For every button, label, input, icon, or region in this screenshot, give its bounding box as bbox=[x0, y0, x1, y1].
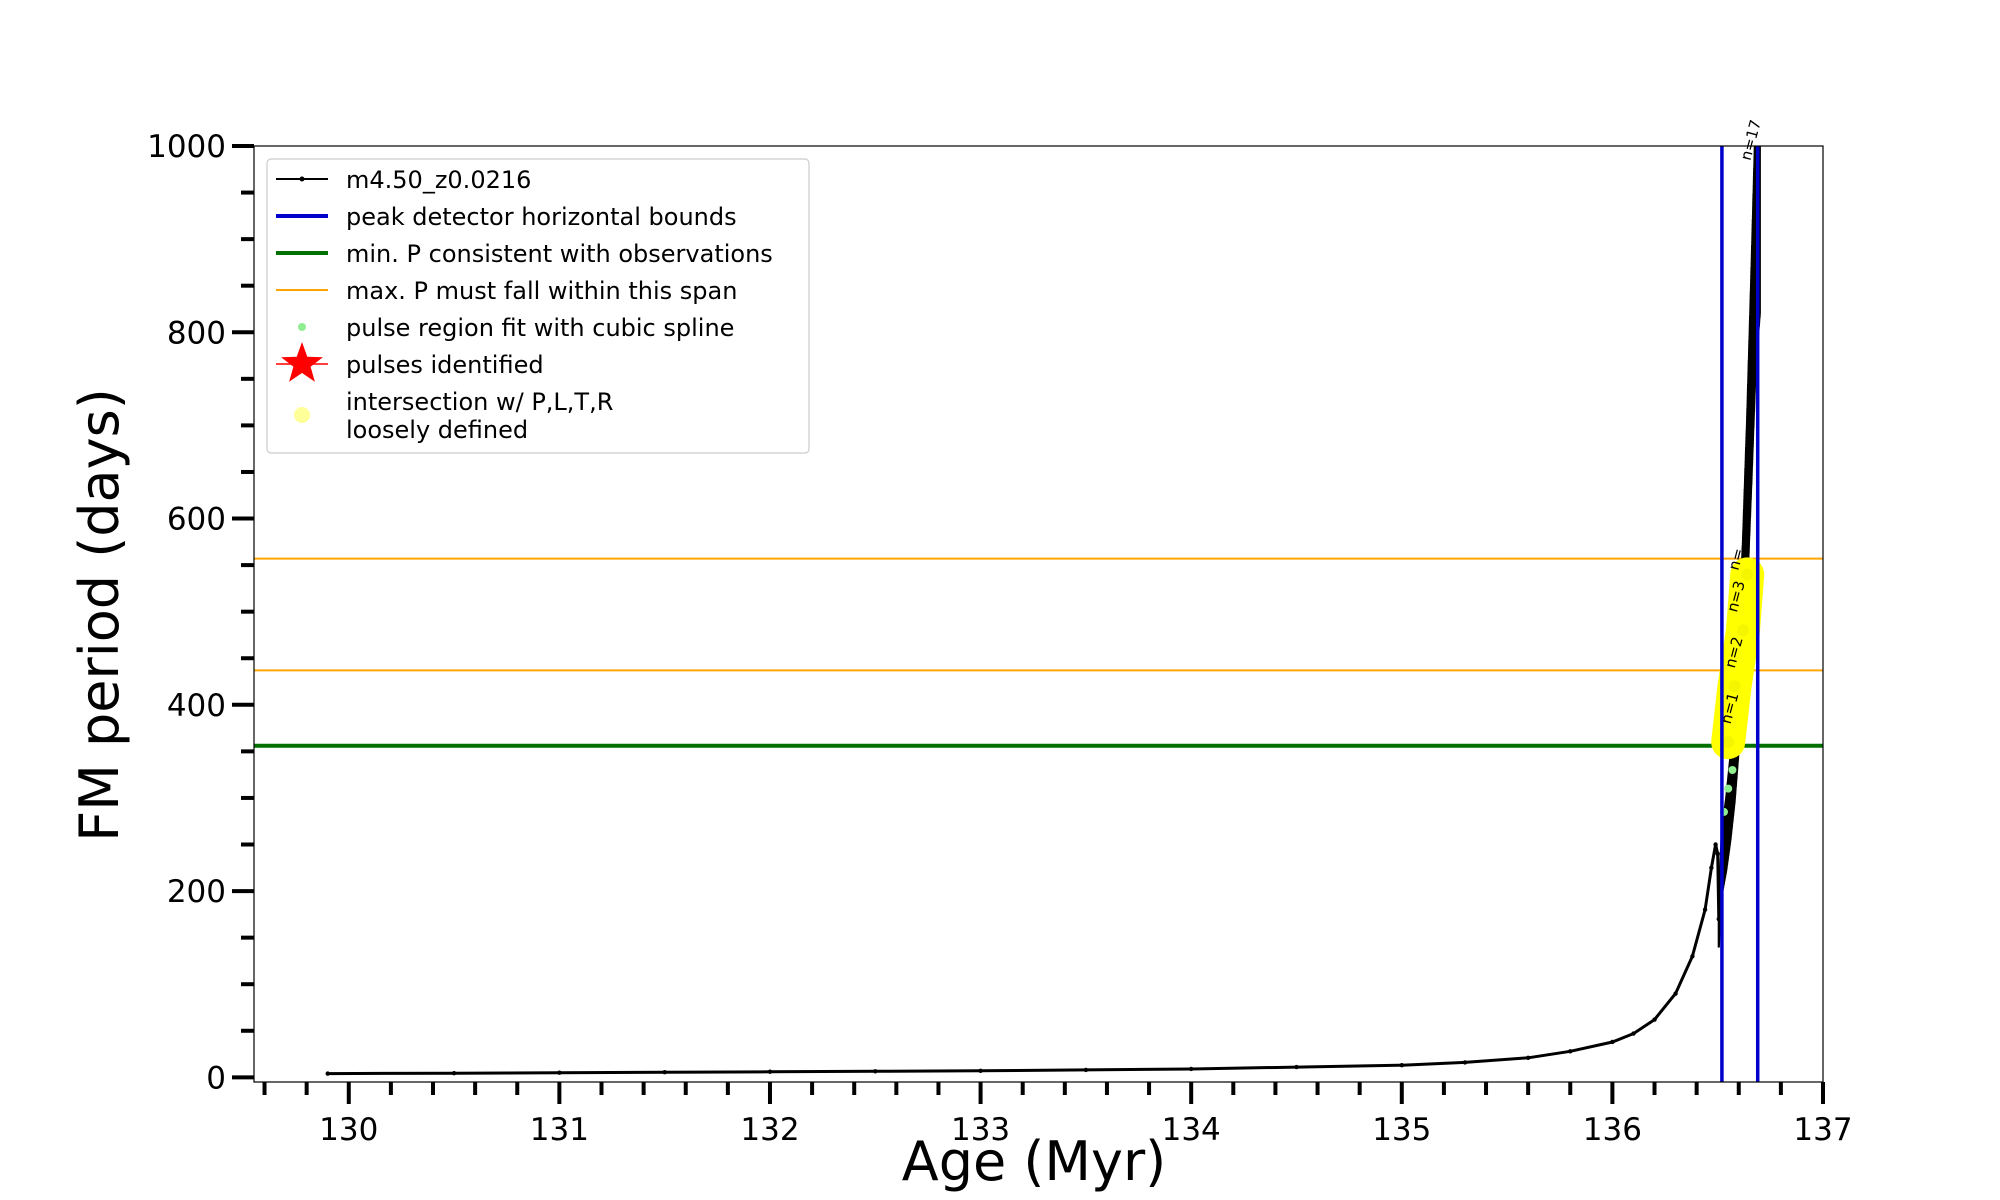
series-point bbox=[1294, 1064, 1299, 1070]
y-tick-label: 600 bbox=[167, 502, 226, 538]
series-point bbox=[1525, 1055, 1531, 1060]
series-point bbox=[1568, 1049, 1573, 1054]
series-point bbox=[1462, 1060, 1468, 1065]
y-tick-label: 400 bbox=[167, 688, 226, 724]
intersection-point bbox=[1736, 624, 1749, 637]
axes: 130 131 132 133 134 135 136 137 0 200 400 600 800 100… bbox=[147, 129, 1852, 1148]
series-line-main bbox=[327, 844, 1721, 1076]
plot-frame bbox=[253, 145, 1824, 1083]
series-point bbox=[662, 1070, 667, 1075]
plot-content bbox=[254, 146, 1823, 1082]
x-tick-label: 137 bbox=[1793, 1112, 1852, 1148]
legend-label: pulses identified bbox=[346, 351, 544, 379]
series-point bbox=[1702, 907, 1708, 912]
x-tick-label: 134 bbox=[1162, 1112, 1221, 1148]
series-point bbox=[1631, 1031, 1636, 1036]
series-point bbox=[1083, 1067, 1089, 1073]
x-tick-label: 136 bbox=[1583, 1112, 1642, 1148]
legend-label: peak detector horizontal bounds bbox=[346, 203, 737, 231]
x-tick-label: 130 bbox=[319, 1112, 378, 1148]
x-tick-label: 133 bbox=[951, 1112, 1010, 1148]
legend-label: m4.50_z0.0216 bbox=[346, 166, 531, 194]
legend-label: max. P must fall within this span bbox=[346, 277, 737, 305]
plot-area: n=1n=2n=3n=n=17 bbox=[254, 118, 1823, 1082]
legend-swatch-dot bbox=[298, 323, 306, 331]
legend-swatch-marker bbox=[299, 176, 305, 182]
x-axis-title: Age (Myr) bbox=[902, 1130, 1167, 1193]
series-point bbox=[1673, 991, 1678, 996]
intersection-region bbox=[1711, 557, 1765, 760]
y-tick-label: 0 bbox=[206, 1060, 226, 1096]
legend-swatch-star bbox=[281, 342, 323, 382]
series-point bbox=[1399, 1063, 1404, 1068]
series-point bbox=[1715, 851, 1720, 857]
y-tick-label: 1000 bbox=[147, 129, 226, 165]
series-point bbox=[1188, 1066, 1194, 1072]
series-point bbox=[873, 1069, 878, 1074]
x-tick-label: 131 bbox=[530, 1112, 589, 1148]
pulse-label: n= bbox=[1725, 546, 1748, 572]
x-tick-label: 135 bbox=[1372, 1112, 1431, 1148]
intersection-point bbox=[1741, 568, 1754, 581]
legend-label: intersection w/ P,L,T,R bbox=[346, 388, 613, 416]
legend-swatch-dot bbox=[294, 407, 310, 423]
legend-label: pulse region fit with cubic spline bbox=[346, 314, 734, 342]
y-tick-label: 200 bbox=[167, 874, 226, 910]
series-point bbox=[1610, 1039, 1615, 1045]
series-point bbox=[1652, 1017, 1657, 1022]
spline-fit-point bbox=[1724, 784, 1733, 793]
series-point bbox=[451, 1070, 457, 1076]
x-tick-label: 132 bbox=[740, 1112, 799, 1148]
series-point bbox=[1709, 865, 1714, 870]
series-point bbox=[1690, 954, 1695, 959]
series-point bbox=[978, 1068, 983, 1074]
legend-label: loosely defined bbox=[346, 416, 528, 444]
spline-fit-point bbox=[1728, 766, 1737, 774]
series-point bbox=[557, 1070, 562, 1075]
legend-box bbox=[266, 158, 810, 454]
legend-label: min. P consistent with observations bbox=[346, 240, 773, 268]
series-point bbox=[325, 1071, 330, 1076]
y-tick-label: 800 bbox=[167, 315, 226, 351]
y-axis-title: FM period (days) bbox=[68, 388, 131, 842]
series-line-pulses bbox=[1717, 146, 1761, 948]
intersection-point bbox=[1722, 736, 1735, 749]
series-point bbox=[1713, 842, 1718, 847]
series-point bbox=[767, 1069, 773, 1074]
intersection-point bbox=[1728, 680, 1741, 693]
